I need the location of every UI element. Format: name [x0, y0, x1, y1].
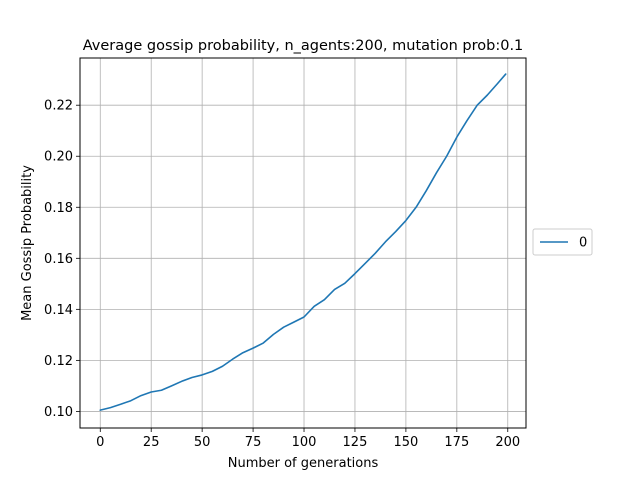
- x-tick-label: 200: [495, 435, 520, 450]
- x-tick-label: 125: [343, 435, 368, 450]
- y-axis-label: Mean Gossip Probability: [20, 165, 35, 321]
- y-tick-label: 0.10: [44, 405, 73, 420]
- x-gridlines: [99, 58, 509, 428]
- x-tick-label: 100: [292, 435, 317, 450]
- y-tick-label: 0.12: [44, 354, 73, 369]
- x-tick-label: 75: [245, 435, 262, 450]
- legend: 0: [532, 228, 593, 256]
- y-gridlines: [80, 104, 526, 412]
- x-tick-label: 0: [96, 435, 104, 450]
- y-tick-label: 0.16: [44, 252, 73, 267]
- x-tick-label: 25: [143, 435, 160, 450]
- x-tick-label: 50: [194, 435, 211, 450]
- y-tick-label: 0.22: [44, 99, 73, 114]
- series-line-0: [99, 73, 507, 411]
- x-tick-label: 150: [393, 435, 418, 450]
- x-axis-label: Number of generations: [228, 456, 379, 471]
- y-axis-ticks: 0.10 0.12 0.14 0.16 0.18 0.20 0.22: [44, 99, 80, 420]
- series-layer: [99, 73, 507, 411]
- x-axis-ticks: 0 25 50 75 100 125 150 175 200: [96, 428, 520, 450]
- y-tick-label: 0.14: [44, 303, 73, 318]
- chart-title: Average gossip probability, n_agents:200…: [83, 38, 524, 54]
- y-tick-label: 0.18: [44, 201, 73, 216]
- legend-label: 0: [579, 236, 587, 251]
- x-tick-label: 175: [444, 435, 469, 450]
- plot-area-frame: [79, 57, 527, 429]
- y-tick-label: 0.20: [44, 150, 73, 165]
